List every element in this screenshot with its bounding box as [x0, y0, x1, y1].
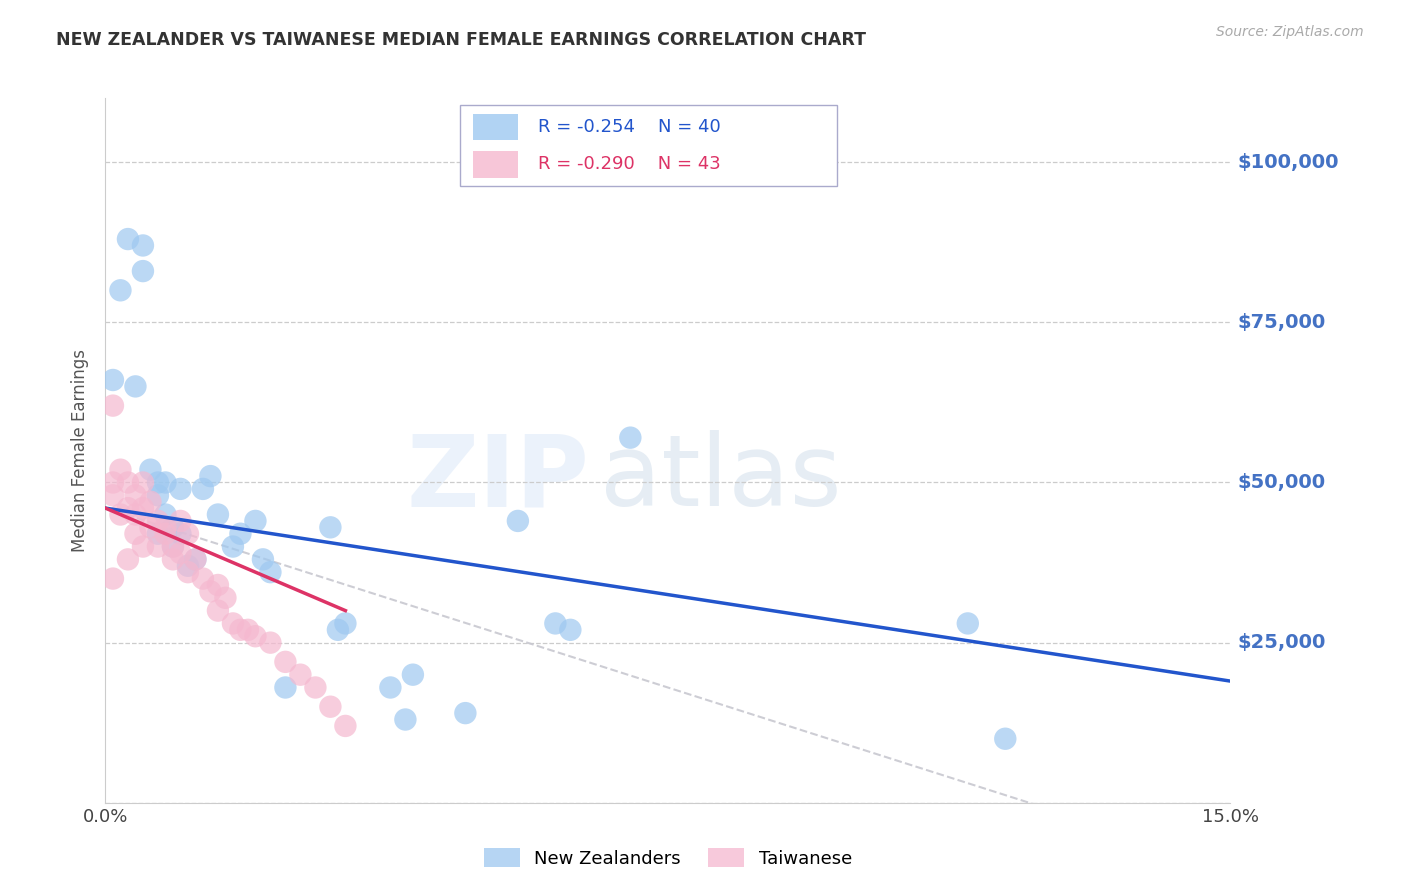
Point: [229, 623, 252, 637]
Point: [274, 655, 297, 669]
Point: [139, 494, 162, 508]
Bar: [474, 113, 519, 140]
Point: [191, 572, 214, 586]
Point: [994, 731, 1017, 746]
Point: [101, 572, 124, 586]
Point: [304, 681, 326, 695]
Point: [177, 565, 200, 579]
Text: ZIP: ZIP: [406, 430, 589, 527]
Text: R = -0.254    N = 40: R = -0.254 N = 40: [538, 118, 721, 136]
Point: [162, 540, 184, 554]
Point: [207, 578, 229, 592]
Point: [956, 616, 979, 631]
Point: [110, 463, 132, 477]
Point: [139, 463, 162, 477]
Point: [132, 238, 155, 252]
Point: [245, 629, 267, 643]
Point: [101, 373, 124, 387]
Point: [236, 623, 259, 637]
Point: [207, 604, 229, 618]
Point: [326, 623, 349, 637]
Point: [155, 475, 177, 490]
Point: [146, 488, 169, 502]
Point: [124, 379, 146, 393]
Point: [162, 552, 184, 566]
Point: [155, 508, 177, 522]
Point: [454, 706, 477, 720]
Point: [155, 520, 177, 534]
Text: $100,000: $100,000: [1237, 153, 1339, 171]
Point: [380, 681, 402, 695]
Text: $50,000: $50,000: [1237, 473, 1326, 492]
Point: [214, 591, 236, 605]
Point: [146, 475, 169, 490]
Point: [222, 616, 245, 631]
Point: [560, 623, 582, 637]
Text: $75,000: $75,000: [1237, 313, 1326, 332]
Text: atlas: atlas: [600, 430, 842, 527]
Point: [124, 488, 146, 502]
Point: [335, 719, 357, 733]
Text: Source: ZipAtlas.com: Source: ZipAtlas.com: [1216, 25, 1364, 39]
Point: [169, 482, 191, 496]
Point: [319, 699, 342, 714]
Text: R = -0.290    N = 43: R = -0.290 N = 43: [538, 155, 721, 173]
Point: [259, 565, 281, 579]
Point: [402, 667, 425, 681]
Point: [191, 482, 214, 496]
Point: [124, 526, 146, 541]
Point: [124, 508, 146, 522]
Point: [139, 520, 162, 534]
Text: $25,000: $25,000: [1237, 633, 1326, 652]
Point: [117, 232, 139, 246]
Point: [110, 283, 132, 297]
Point: [506, 514, 529, 528]
Point: [162, 540, 184, 554]
Point: [117, 475, 139, 490]
Point: [177, 526, 200, 541]
Point: [184, 552, 207, 566]
Point: [394, 713, 416, 727]
Point: [200, 469, 222, 483]
Y-axis label: Median Female Earnings: Median Female Earnings: [72, 349, 90, 552]
Point: [117, 501, 139, 516]
Point: [146, 540, 169, 554]
Point: [319, 520, 342, 534]
Point: [146, 526, 169, 541]
Point: [101, 488, 124, 502]
Point: [252, 552, 274, 566]
Point: [132, 501, 155, 516]
Point: [200, 584, 222, 599]
Point: [117, 552, 139, 566]
Point: [245, 514, 267, 528]
Point: [101, 399, 124, 413]
Point: [274, 681, 297, 695]
Point: [110, 508, 132, 522]
Point: [146, 514, 169, 528]
Point: [544, 616, 567, 631]
Point: [229, 526, 252, 541]
FancyBboxPatch shape: [460, 105, 837, 186]
Point: [335, 616, 357, 631]
Point: [132, 540, 155, 554]
Point: [162, 520, 184, 534]
Point: [619, 431, 641, 445]
Legend: New Zealanders, Taiwanese: New Zealanders, Taiwanese: [477, 841, 859, 875]
Point: [132, 475, 155, 490]
Point: [290, 667, 312, 681]
Point: [169, 514, 191, 528]
Point: [177, 558, 200, 573]
Point: [169, 546, 191, 560]
Point: [132, 264, 155, 278]
Point: [184, 552, 207, 566]
Point: [101, 475, 124, 490]
Point: [207, 508, 229, 522]
Point: [259, 635, 281, 649]
Point: [155, 526, 177, 541]
Point: [222, 540, 245, 554]
Text: NEW ZEALANDER VS TAIWANESE MEDIAN FEMALE EARNINGS CORRELATION CHART: NEW ZEALANDER VS TAIWANESE MEDIAN FEMALE…: [56, 31, 866, 49]
Bar: [474, 151, 519, 178]
Point: [169, 526, 191, 541]
